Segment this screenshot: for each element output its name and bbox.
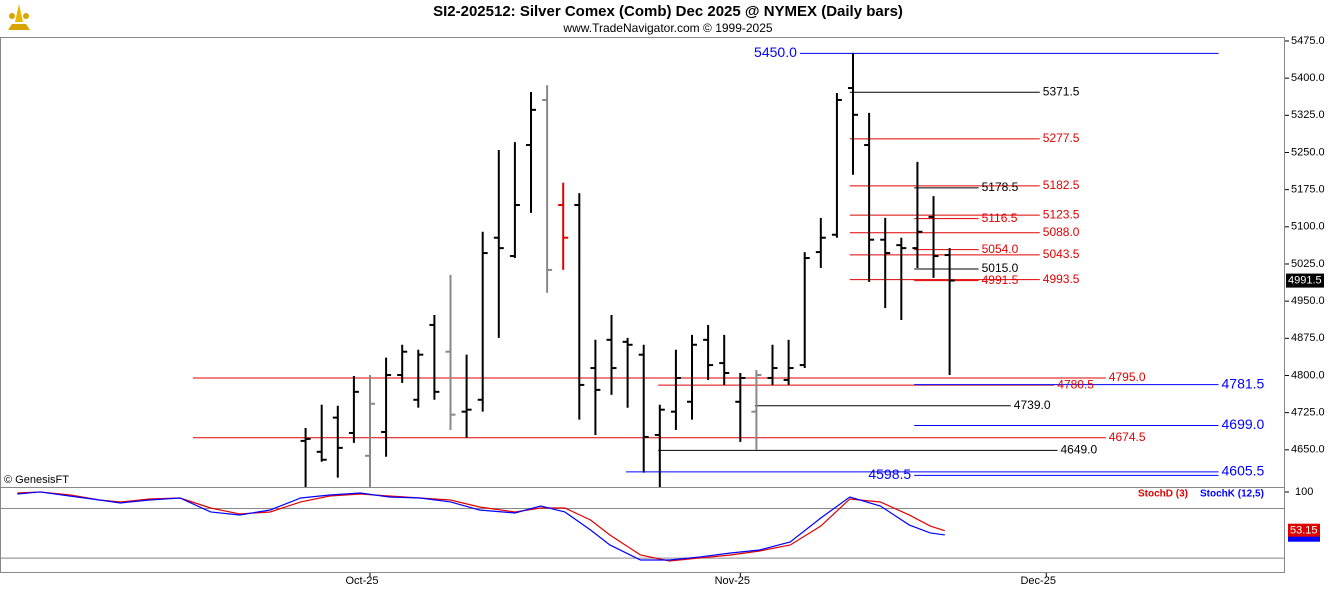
level-label: 4739.0: [1014, 398, 1051, 412]
level-label: 4699.0: [1222, 416, 1265, 432]
x-tick-label: Dec-25: [1020, 575, 1055, 587]
x-tick-label: Oct-25: [345, 575, 378, 587]
y-tick-label: 4950.0: [1291, 295, 1325, 307]
level-label: 4649.0: [1060, 442, 1097, 456]
chart-subtitle: www.TradeNavigator.com © 1999-2025: [562, 21, 772, 35]
level-label: 5178.5: [982, 180, 1019, 194]
level-label: 5450.0: [754, 44, 797, 60]
level-label: 4674.5: [1109, 430, 1146, 444]
chart-title: SI2-202512: Silver Comex (Comb) Dec 2025…: [433, 3, 903, 20]
level-label: 5116.5: [982, 211, 1018, 225]
level-label: 4605.5: [1222, 463, 1265, 479]
credit: © GenesisFT: [4, 474, 69, 486]
stoch-last-box: [1288, 523, 1320, 537]
level-label: 5015.0: [982, 261, 1019, 275]
level-label: 4781.5: [1222, 375, 1265, 391]
y-tick-label: 4650.0: [1291, 444, 1325, 456]
stoch-last-box-k: [1288, 532, 1320, 542]
level-label: 5182.5: [1043, 178, 1080, 192]
level-label: 5123.5: [1043, 207, 1080, 221]
stoch-tick-label: 100: [1295, 486, 1313, 498]
level-label: 4780.5: [1057, 377, 1094, 391]
y-tick-label: 4875.0: [1291, 332, 1325, 344]
stoch-line: [17, 491, 945, 561]
y-tick-label: 5250.0: [1291, 146, 1325, 158]
level-label: 4991.5: [982, 273, 1019, 287]
y-tick-label: 4725.0: [1291, 407, 1325, 419]
y-tick-label: 5100.0: [1291, 221, 1325, 233]
y-tick-label: 5025.0: [1291, 258, 1325, 270]
level-label: 5371.5: [1043, 84, 1080, 98]
plot-frame: [0, 37, 1285, 573]
y-tick-label: 5175.0: [1291, 184, 1325, 196]
logo: [8, 4, 30, 30]
y-tick-label: 5325.0: [1291, 109, 1325, 121]
level-label: 4993.5: [1043, 272, 1080, 286]
x-tick-label: Nov-25: [715, 575, 750, 587]
level-label: 4598.5: [868, 466, 911, 482]
level-label: 5277.5: [1043, 131, 1080, 145]
y-tick-label: 5475.0: [1291, 35, 1325, 47]
last-price-box: [1286, 273, 1324, 288]
legend-entry: StochD (3): [1138, 489, 1188, 500]
level-label: 5054.0: [982, 242, 1019, 256]
main-plot: [192, 52, 1219, 487]
level-label: 5088.0: [1043, 225, 1080, 239]
level-label: 5043.5: [1043, 247, 1080, 261]
y-tick-label: 4800.0: [1291, 369, 1325, 381]
level-label: 4795.0: [1109, 370, 1146, 384]
y-tick-label: 5400.0: [1291, 72, 1325, 84]
legend-entry: StochK (12,5): [1200, 489, 1264, 500]
stoch-last-label: 53.15: [1290, 525, 1318, 537]
last-price-label: 4991.5: [1288, 274, 1322, 286]
